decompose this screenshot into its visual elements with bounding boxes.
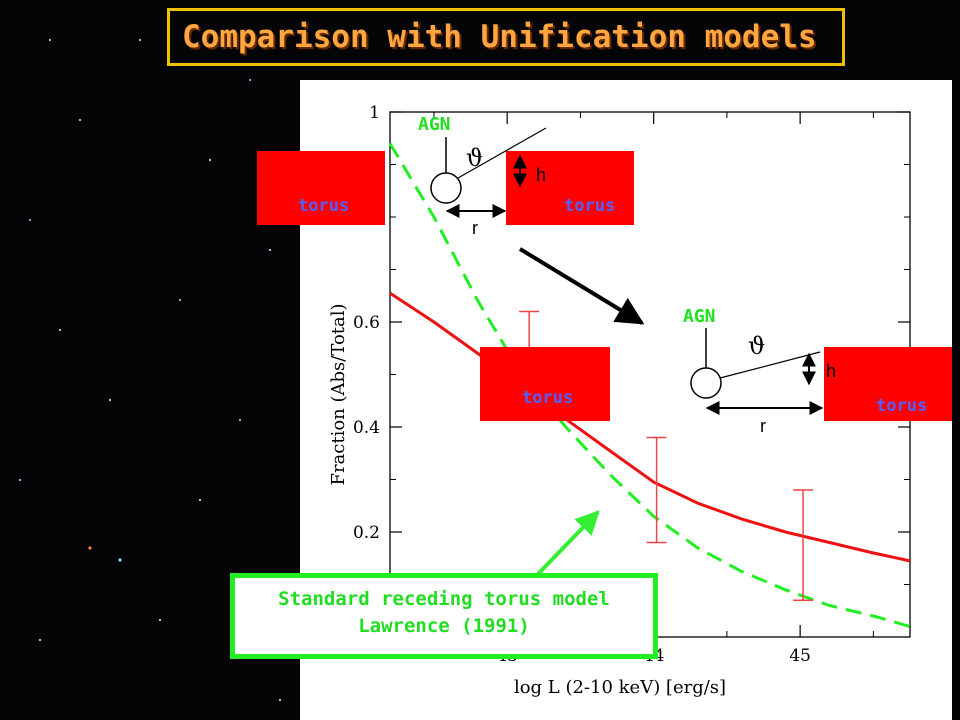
title-frame: Comparison with Unification models	[167, 8, 845, 66]
theta-label-lower: ϑ	[748, 332, 766, 360]
slide-title: Comparison with Unification models	[182, 19, 817, 55]
torus-label-left-upper: torus	[298, 196, 350, 216]
torus-label-right-lower: torus	[876, 396, 928, 416]
series-line-dashed-green	[388, 142, 911, 628]
torus-label-left-lower: torus	[522, 388, 574, 408]
r-label-upper: r	[472, 218, 478, 238]
series-line-solid-red	[389, 291, 911, 563]
legend-box: Standard receding torus model Lawrence (…	[230, 573, 658, 659]
h-label-upper: h	[536, 165, 547, 185]
y-tick-label-1: 0.4	[353, 418, 380, 438]
torus-block-right-lower	[824, 347, 952, 421]
theta-label-upper: ϑ	[466, 144, 484, 172]
torus-block-left-upper	[257, 151, 385, 225]
r-label-lower: r	[760, 416, 766, 436]
y-tick-label-2: 0.6	[353, 313, 380, 333]
x-tick-label-2: 45	[789, 646, 811, 666]
legend-line-1: Standard receding torus model	[278, 588, 610, 610]
agn-label-lower: AGN	[683, 306, 716, 327]
chart: 0.20.40.61434445log L (2-10 keV) [erg/s]…	[328, 103, 911, 698]
y-tick-label-0: 0.2	[353, 523, 380, 543]
agn-label-upper: AGN	[418, 114, 451, 135]
torus-label-right-upper: torus	[564, 196, 616, 216]
torus-block-left-lower	[480, 347, 610, 421]
h-label-lower: h	[826, 361, 837, 381]
legend-line-2: Lawrence (1991)	[358, 615, 530, 637]
y-tick-label-3: 1	[369, 103, 380, 123]
x-axis-label: log L (2-10 keV) [erg/s]	[514, 677, 726, 698]
y-axis-label: Fraction (Abs/Total)	[328, 303, 349, 485]
